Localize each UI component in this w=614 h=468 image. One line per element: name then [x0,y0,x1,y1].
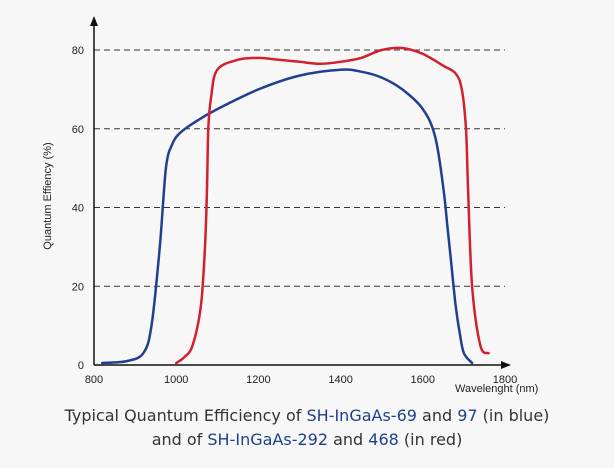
sensor-name-3: SH-InGaAs-292 [207,430,329,449]
y-tick-label: 20 [72,281,84,293]
sensor-name-1: SH-InGaAs-69 [306,406,417,425]
x-axis-arrow [501,361,511,369]
x-tick-label: 800 [85,374,103,386]
x-axis-label: Wavelenght (nm) [455,383,538,395]
y-tick-label: 0 [78,360,84,372]
sensor-name-2: 97 [457,406,478,425]
y-tick-label: 40 [72,203,84,215]
series-line-blue [100,68,474,365]
tick-labels: 0 20 40 60 80 800 1000 1200 1400 1600 1800 [72,45,517,386]
sensor-name-4: 468 [368,430,399,449]
x-tick-label: 1200 [246,374,270,386]
y-axis-arrow [90,16,98,26]
caption-line-1: Typical Quantum Efficiency of SH-InGaAs-… [0,404,614,428]
series [100,46,490,365]
x-tick-label: 1800 [493,374,517,386]
caption-text: Typical Quantum Efficiency of [64,406,307,425]
series-line-red [174,46,490,365]
grid-lines [94,49,505,287]
caption-text: and [416,406,458,425]
caption-text: and of [151,430,208,449]
caption-text: (in red) [398,430,463,449]
caption-line-2: and of SH-InGaAs-292 and 468 (in red) [0,428,614,452]
x-tick-label: 1600 [411,374,435,386]
x-tick-label: 1000 [164,374,188,386]
y-tick-label: 80 [72,45,84,57]
figure-caption: Typical Quantum Efficiency of SH-InGaAs-… [0,404,614,452]
caption-text: and [328,430,369,449]
x-tick-label: 1400 [328,374,352,386]
y-axis-label: Quantum Effiency (%) [42,142,54,249]
caption-text: (in blue) [477,406,550,425]
axes [90,16,511,369]
y-tick-label: 60 [72,124,84,136]
qe-chart: 0 20 40 60 80 800 1000 1200 1400 1600 1800 Quantum… [42,16,538,395]
